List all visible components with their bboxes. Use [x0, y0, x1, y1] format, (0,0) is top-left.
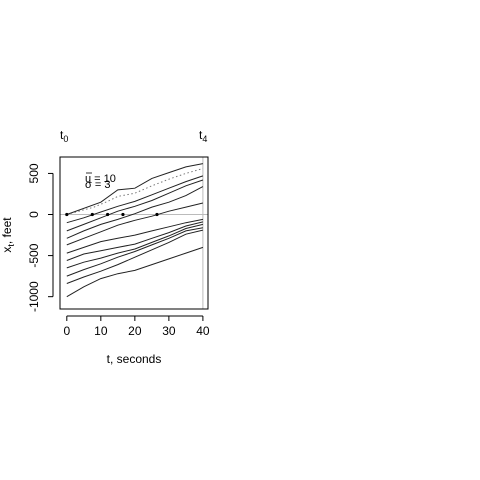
vehicle-trajectory-line-5 — [66, 202, 204, 246]
marker-group — [65, 212, 159, 217]
x-axis-label: t, seconds — [107, 352, 162, 366]
y-axis-label-rest: , feet — [0, 217, 14, 244]
top-label-end: t4 — [199, 128, 207, 144]
axes: 0 10 20 30 40 -1000 -500 0 500 — [27, 163, 210, 338]
x-tick-label: 40 — [196, 324, 210, 338]
x-tick-label: 10 — [94, 324, 108, 338]
annotation-sigma: σ = 3 — [85, 179, 110, 191]
y-axis-label: xt, feet — [0, 217, 16, 253]
y-axis-label-sub: t — [6, 244, 16, 247]
vehicle-marker-3 — [106, 212, 110, 217]
vehicle-trajectory-line-10 — [66, 229, 204, 284]
vehicle-trajectory-line-6 — [66, 218, 203, 254]
top-label-end-base: t — [199, 128, 203, 142]
vehicle-trajectory-line-11 — [66, 246, 204, 298]
vehicle-trajectory-line-2 — [66, 175, 204, 224]
vehicle-trajectory-line-4 — [66, 186, 204, 239]
x-tick-label: 30 — [162, 324, 176, 338]
vehicle-trajectory-line-7 — [66, 221, 204, 261]
y-tick-label: 0 — [27, 211, 41, 218]
y-tick-label: 500 — [27, 163, 41, 183]
plot-frame — [59, 156, 209, 310]
top-label-start-sub: 0 — [63, 134, 68, 144]
y-axis-label-main: x — [0, 247, 14, 253]
vehicle-trajectory-line-3 — [66, 179, 204, 232]
vehicle-trajectory-line-9 — [66, 227, 203, 277]
mean-trajectory-dotted-line — [66, 168, 204, 215]
annotation-mean-speed: u = 10 — [85, 173, 116, 185]
vehicle-trajectory-line-1 — [66, 163, 203, 215]
y-tick-label: -1000 — [27, 281, 41, 312]
top-label-start: t0 — [60, 128, 68, 144]
vehicle-marker-4 — [121, 212, 125, 217]
vehicle-marker-5 — [155, 212, 159, 217]
reference-lines — [60, 157, 208, 309]
top-label-end-sub: 4 — [202, 134, 207, 144]
x-tick-label: 20 — [128, 324, 142, 338]
x-tick-label: 0 — [63, 324, 70, 338]
vehicle-marker-2 — [90, 212, 94, 217]
vehicle-trajectory-line-8 — [66, 223, 204, 269]
top-label-start-base: t — [60, 128, 64, 142]
series-group — [66, 163, 204, 298]
vehicle-marker-1 — [65, 212, 69, 217]
y-tick-label: -500 — [27, 243, 41, 267]
